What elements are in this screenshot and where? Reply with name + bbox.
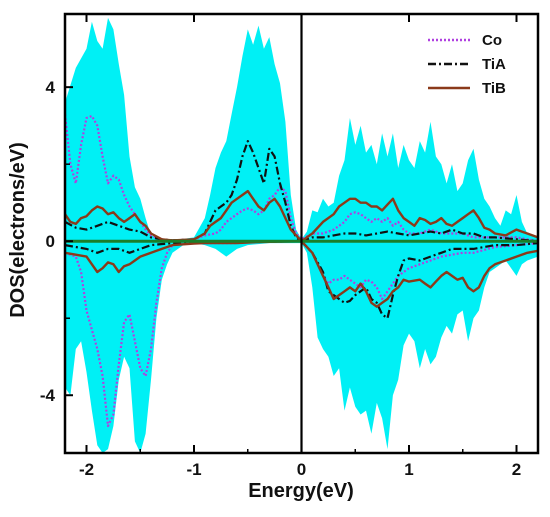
x-tick-label: 2 bbox=[512, 460, 521, 479]
x-tick-label: -2 bbox=[79, 460, 94, 479]
series-tia-up-line bbox=[65, 140, 538, 243]
y-axis-title: DOS(electrons/eV) bbox=[7, 142, 29, 318]
y-tick-label: 0 bbox=[46, 232, 55, 251]
series-tib-up-line bbox=[65, 189, 538, 243]
legend-label-tib: TiB bbox=[482, 80, 506, 97]
series-tia-down-line bbox=[65, 240, 538, 320]
y-tick-label: 4 bbox=[46, 78, 56, 97]
total-dos-down-area bbox=[65, 241, 538, 453]
series-tib-down-line bbox=[65, 240, 538, 308]
x-tick-label: 0 bbox=[297, 460, 306, 479]
x-tick-label: 1 bbox=[404, 460, 413, 479]
x-axis-title: Energy(eV) bbox=[248, 480, 354, 502]
x-tick-label: -1 bbox=[186, 460, 201, 479]
y-tick-label: -4 bbox=[40, 386, 56, 405]
legend: Co TiA TiB bbox=[428, 32, 506, 97]
legend-label-tia: TiA bbox=[482, 56, 506, 73]
series-co-up-line bbox=[65, 113, 538, 243]
series-co-down-line bbox=[65, 240, 538, 428]
total-dos-up-area bbox=[65, 17, 538, 242]
legend-label-co: Co bbox=[482, 32, 502, 49]
